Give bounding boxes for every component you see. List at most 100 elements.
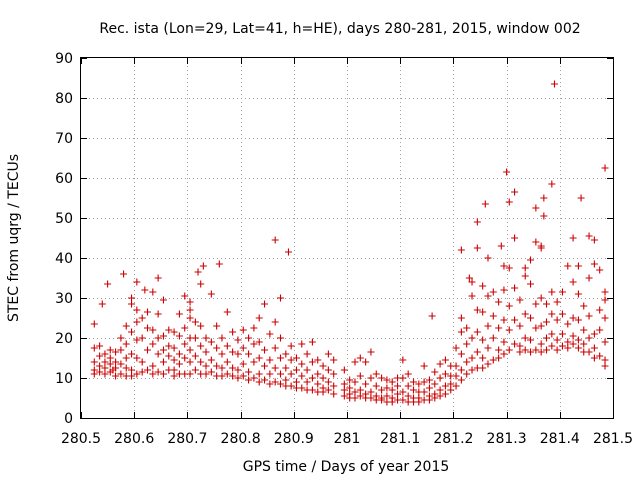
data-point <box>404 370 412 378</box>
data-point <box>165 326 173 334</box>
data-point <box>154 274 162 282</box>
data-point <box>473 328 481 336</box>
data-point <box>133 336 141 344</box>
data-point <box>314 356 322 364</box>
y-tick-label: 30 <box>55 291 73 307</box>
data-point <box>186 306 194 314</box>
data-point <box>175 350 183 358</box>
data-point <box>149 326 157 334</box>
data-point <box>585 232 593 240</box>
data-point <box>378 396 386 404</box>
data-point <box>362 358 370 366</box>
data-point <box>303 350 311 358</box>
data-point <box>452 362 460 370</box>
data-point <box>202 370 210 378</box>
data-point <box>394 382 402 390</box>
data-point <box>207 290 215 298</box>
data-point <box>505 326 513 334</box>
data-point <box>202 362 210 370</box>
data-point <box>601 338 609 346</box>
data-point <box>540 212 548 220</box>
data-point <box>170 366 178 374</box>
data-point <box>511 188 519 196</box>
data-point <box>175 332 183 340</box>
data-point <box>436 386 444 394</box>
data-point <box>277 294 284 302</box>
data-point <box>468 354 476 362</box>
data-point <box>367 348 375 356</box>
data-point <box>431 394 439 402</box>
data-point <box>447 386 455 394</box>
data-point <box>585 348 593 356</box>
data-point <box>351 358 359 366</box>
data-point <box>90 370 98 378</box>
data-point <box>500 286 508 294</box>
data-point <box>511 234 519 242</box>
x-tick-label: 280.9 <box>274 431 314 447</box>
data-point <box>481 200 489 208</box>
data-point <box>457 366 465 374</box>
data-point <box>457 350 465 358</box>
data-point <box>383 376 391 384</box>
data-point <box>138 368 146 376</box>
data-point <box>548 288 556 296</box>
data-point <box>564 344 572 352</box>
data-point <box>324 366 332 374</box>
data-point <box>532 204 540 212</box>
data-points <box>90 80 609 406</box>
data-point <box>170 344 178 352</box>
data-point <box>197 322 205 330</box>
data-point <box>452 372 460 380</box>
x-tick-label: 281.4 <box>540 431 580 447</box>
data-point <box>287 356 295 364</box>
data-point <box>207 368 215 376</box>
data-point <box>500 316 508 324</box>
data-point <box>404 392 412 400</box>
x-axis-label: GPS time / Days of year 2015 <box>243 459 450 475</box>
data-point <box>473 244 481 252</box>
data-point <box>532 300 540 308</box>
data-point <box>511 340 519 348</box>
data-point <box>175 360 183 368</box>
data-point <box>394 390 402 398</box>
data-point <box>277 354 284 362</box>
data-point <box>577 194 585 202</box>
data-point <box>128 350 136 358</box>
data-point <box>149 362 157 370</box>
data-point <box>351 394 359 402</box>
data-point <box>133 354 141 362</box>
data-point <box>282 376 290 384</box>
data-point <box>239 344 247 352</box>
data-point <box>351 388 359 396</box>
axis-ticks <box>81 58 614 419</box>
data-point <box>346 376 354 384</box>
data-point <box>495 324 503 332</box>
data-point <box>234 350 242 358</box>
data-point <box>112 372 120 380</box>
y-tick-label: 50 <box>55 211 73 227</box>
data-point <box>596 266 604 274</box>
grid-lines <box>81 58 613 418</box>
data-point <box>558 330 566 338</box>
data-point <box>298 372 306 380</box>
data-point <box>548 180 556 188</box>
data-point <box>505 198 513 206</box>
data-point <box>420 362 428 370</box>
data-point <box>165 342 173 350</box>
data-point <box>98 300 106 308</box>
data-point <box>154 334 162 342</box>
data-point <box>223 308 231 316</box>
data-point <box>106 360 114 368</box>
data-point <box>207 356 215 364</box>
data-point <box>298 360 306 368</box>
data-point <box>497 242 505 250</box>
data-point <box>540 194 548 202</box>
data-point <box>441 390 449 398</box>
data-point <box>308 374 316 382</box>
data-point <box>484 292 492 300</box>
data-point <box>569 332 577 340</box>
data-point <box>101 364 109 372</box>
data-point <box>527 256 535 264</box>
data-point <box>245 368 253 376</box>
